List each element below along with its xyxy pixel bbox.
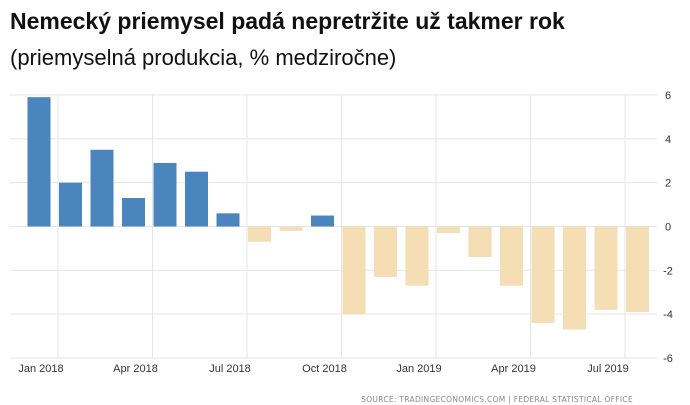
bar — [342, 226, 366, 315]
bar — [563, 226, 586, 330]
x-tick-label: Jul 2018 — [209, 363, 251, 375]
source-note: SOURCE: TRADINGECONOMICS.COM | FEDERAL S… — [361, 395, 633, 404]
y-tick-label: -4 — [663, 309, 673, 321]
y-axis-ticks: 6 4 2 0 -2 -4 -6 — [663, 90, 673, 365]
bar — [122, 198, 145, 227]
x-tick-label: Oct 2018 — [302, 363, 347, 375]
y-tick-label: -2 — [663, 265, 673, 277]
bar — [216, 213, 240, 227]
bar — [468, 226, 492, 258]
bar — [531, 226, 555, 323]
x-axis-ticks: Jan 2018 Apr 2018 Jul 2018 Oct 2018 Jan 2019… — [18, 363, 628, 375]
bar — [27, 97, 51, 227]
y-tick-label: -6 — [663, 353, 673, 365]
bar — [279, 226, 303, 231]
x-tick-label: Jan 2019 — [396, 363, 441, 375]
x-tick-label: Apr 2019 — [491, 363, 536, 375]
bar — [626, 226, 649, 312]
bars — [27, 97, 649, 330]
chart-title: Nemecký priemysel padá nepretržite už ta… — [10, 8, 565, 34]
x-tick-label: Apr 2018 — [113, 363, 158, 375]
x-tick-label: Jul 2019 — [587, 363, 629, 375]
bar — [59, 182, 82, 227]
y-tick-label: 4 — [665, 134, 671, 146]
y-tick-label: 0 — [665, 222, 671, 234]
bar — [374, 226, 397, 277]
x-tick-label: Jan 2018 — [18, 363, 63, 375]
bar — [594, 226, 618, 310]
y-tick-label: 2 — [665, 178, 671, 190]
bar — [185, 171, 208, 227]
bar — [90, 149, 114, 227]
bar — [500, 226, 523, 286]
bar — [311, 215, 334, 227]
bar — [153, 162, 177, 227]
bar — [437, 226, 460, 234]
bar — [405, 226, 429, 286]
chart-subtitle: (priemyselná produkcia, % medziročne) — [10, 45, 397, 70]
y-tick-label: 6 — [665, 90, 671, 102]
bar — [248, 226, 271, 242]
